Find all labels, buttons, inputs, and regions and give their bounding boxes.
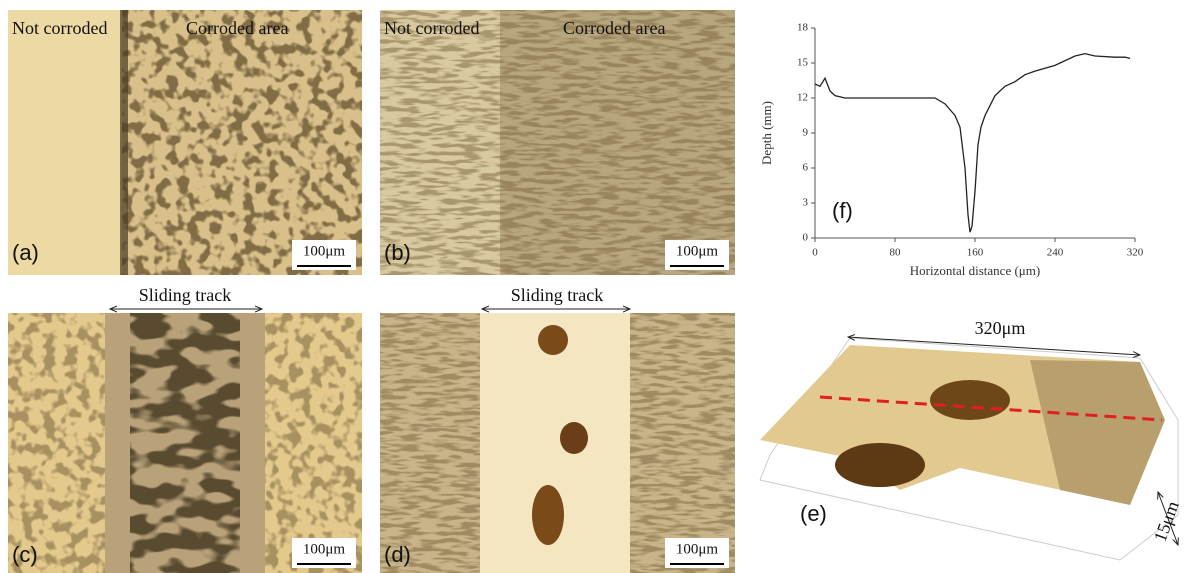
left-text: Not corroded bbox=[384, 18, 479, 38]
right-text: Corroded area bbox=[186, 18, 288, 38]
pit bbox=[538, 325, 568, 355]
y-tick-label: 9 bbox=[803, 127, 809, 139]
grain-texture bbox=[122, 10, 362, 275]
right-text: Corroded area bbox=[563, 18, 665, 38]
y-tick-label: 12 bbox=[797, 92, 808, 104]
x-tick-label: 0 bbox=[812, 247, 818, 259]
x-tick-label: 240 bbox=[1047, 247, 1064, 259]
figure: Not corroded Corroded area (a) 100μm Not… bbox=[0, 0, 1189, 573]
y-tick-label: 15 bbox=[797, 57, 809, 69]
scale-label: 100μm bbox=[303, 243, 346, 259]
y-tick-label: 0 bbox=[803, 232, 809, 244]
width-label: 320μm bbox=[975, 318, 1026, 338]
scale-label: 100μm bbox=[676, 541, 719, 557]
panel-label: (e) bbox=[800, 501, 827, 526]
panel-title: Sliding track bbox=[511, 285, 604, 305]
y-tick-label: 3 bbox=[803, 197, 809, 209]
x-tick-label: 320 bbox=[1127, 247, 1144, 259]
pit bbox=[560, 422, 588, 454]
panel-label: (b) bbox=[384, 240, 411, 265]
pit bbox=[835, 443, 925, 487]
y-tick-label: 18 bbox=[797, 22, 809, 34]
panel-label: (d) bbox=[384, 542, 411, 567]
panel-label: (c) bbox=[12, 542, 38, 567]
x-tick-label: 80 bbox=[890, 247, 902, 259]
x-axis-label: Horizontal distance (μm) bbox=[910, 263, 1040, 278]
panel-label: (a) bbox=[12, 240, 39, 265]
corroded-region bbox=[500, 10, 735, 275]
profile-line bbox=[815, 54, 1130, 233]
x-tick-label: 160 bbox=[967, 247, 984, 259]
boundary bbox=[120, 10, 128, 275]
panel-d: Sliding track (d) 100μm bbox=[380, 285, 735, 573]
panel-a: Not corroded Corroded area (a) 100μm bbox=[8, 10, 362, 275]
chart: (f) Horizontal distance (μm) Depth (mm) … bbox=[759, 22, 1144, 278]
panel-e: 320μm 15μm (e) bbox=[760, 318, 1183, 560]
panel-b: Not corroded Corroded area (b) 100μm bbox=[380, 10, 735, 275]
scale-label: 100μm bbox=[676, 243, 719, 259]
panel-c: Sliding track (c) 100μm bbox=[8, 285, 362, 573]
left-text: Not corroded bbox=[12, 18, 107, 38]
depth-label: 15μm bbox=[1150, 498, 1183, 544]
panel-title: Sliding track bbox=[139, 285, 232, 305]
texture bbox=[8, 313, 105, 573]
pit bbox=[532, 485, 564, 545]
texture bbox=[265, 313, 362, 573]
wear-debris bbox=[130, 313, 240, 573]
annotation: (f) bbox=[832, 198, 853, 223]
y-axis-label: Depth (mm) bbox=[759, 101, 774, 165]
scale-label: 100μm bbox=[303, 541, 346, 557]
pit bbox=[930, 380, 1010, 420]
y-tick-label: 6 bbox=[803, 162, 809, 174]
